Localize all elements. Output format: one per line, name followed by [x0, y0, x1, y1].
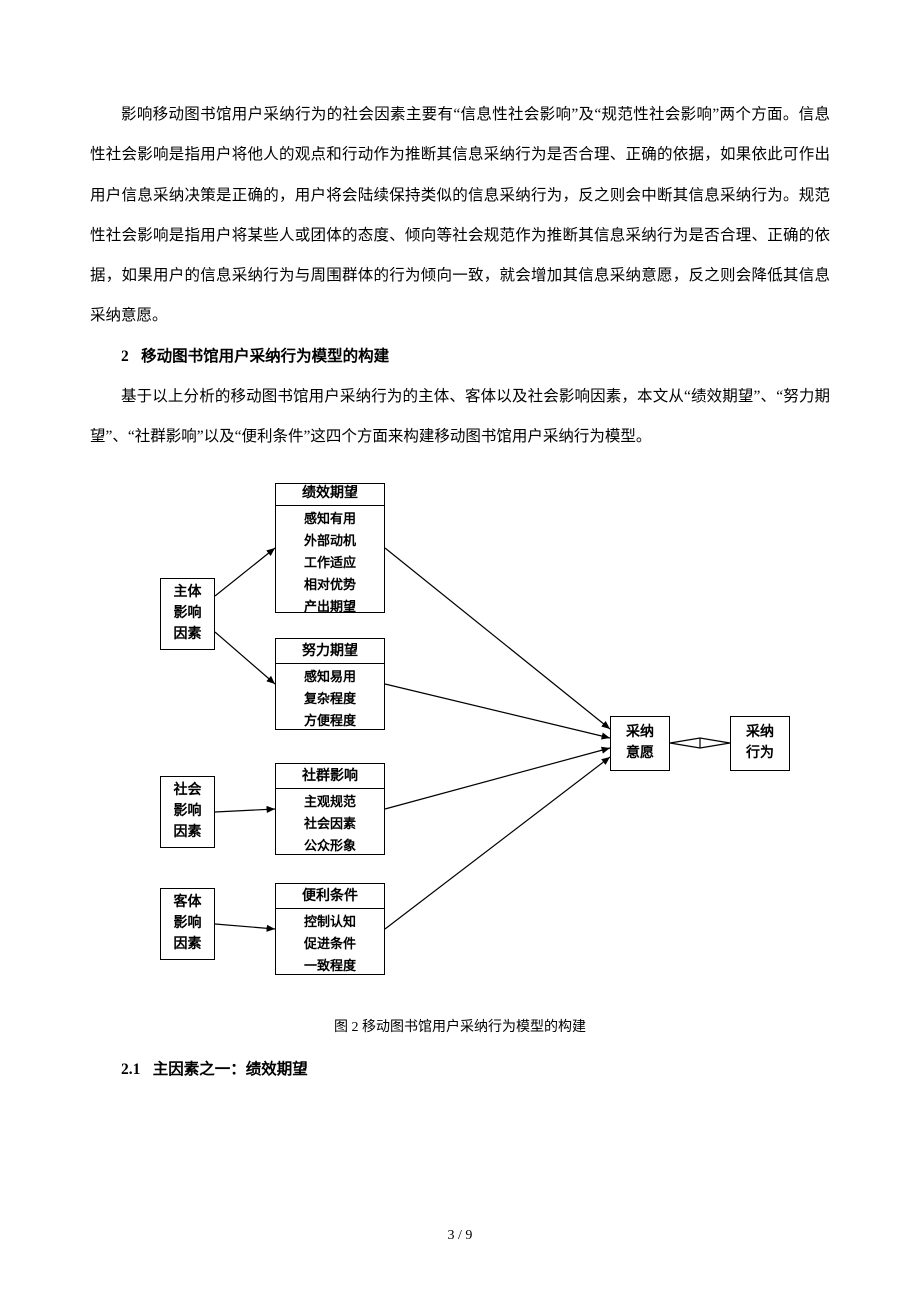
- node-performance-expectancy: 绩效期望感知有用外部动机工作适应相对优势产出期望: [275, 483, 385, 613]
- node-social-influence: 社群影响主观规范社会因素公众形象: [275, 763, 385, 855]
- figure-2-caption: 图 2 移动图书馆用户采纳行为模型的构建: [90, 1016, 830, 1036]
- node-facilitating-conditions: 便利条件控制认知促进条件一致程度: [275, 883, 385, 975]
- figure-adoption-model: 主体影响因素 社会影响因素 客体影响因素 绩效期望感知有用外部动机工作适应相对优…: [90, 468, 830, 998]
- heading-2-number: 2: [121, 348, 129, 365]
- node-social-factors: 社会影响因素: [160, 776, 215, 848]
- heading-2-1-number: 2.1: [121, 1061, 140, 1078]
- page-footer: 3 / 9: [0, 1228, 920, 1244]
- paragraph-model-intro: 基于以上分析的移动图书馆用户采纳行为的主体、客体以及社会影响因素，本文从“绩效期…: [90, 377, 830, 458]
- heading-2-1-text: 主因素之一：绩效期望: [153, 1061, 308, 1078]
- node-subject-factors: 主体影响因素: [160, 578, 215, 650]
- node-effort-expectancy: 努力期望感知易用复杂程度方便程度: [275, 638, 385, 730]
- paragraph-social-factors: 影响移动图书馆用户采纳行为的社会因素主要有“信息性社会影响”及“规范性社会影响”…: [90, 95, 830, 337]
- node-adoption-intention: 采纳意愿: [610, 716, 670, 771]
- heading-2-text: 移动图书馆用户采纳行为模型的构建: [141, 348, 389, 365]
- node-adoption-behavior: 采纳行为: [730, 716, 790, 771]
- heading-section-2: 2 移动图书馆用户采纳行为模型的构建: [90, 337, 830, 377]
- node-object-factors: 客体影响因素: [160, 888, 215, 960]
- heading-section-2-1: 2.1 主因素之一：绩效期望: [90, 1050, 830, 1090]
